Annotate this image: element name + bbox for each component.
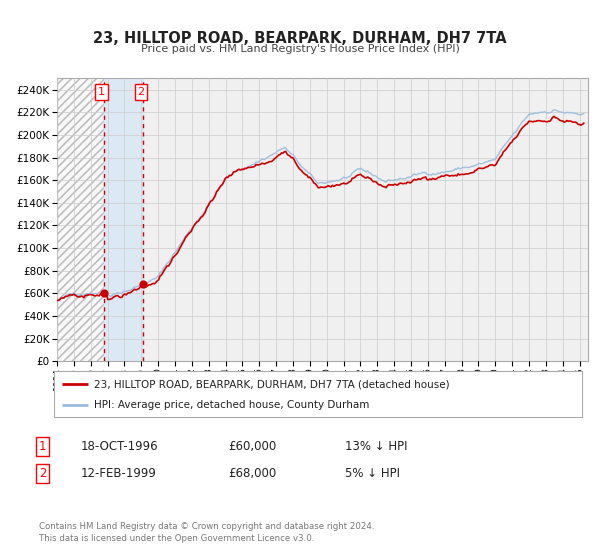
Point [139, 280, 148, 289]
Text: 2: 2 [39, 466, 47, 480]
Point [99, 289, 109, 298]
Text: 5% ↓ HPI: 5% ↓ HPI [345, 466, 400, 480]
Text: £68,000: £68,000 [228, 466, 276, 480]
Bar [57, 78, 104, 361]
Text: £60,000: £60,000 [228, 440, 276, 454]
Text: HPI: Average price, detached house, County Durham: HPI: Average price, detached house, Coun… [94, 400, 369, 410]
Text: 18-OCT-1996: 18-OCT-1996 [81, 440, 158, 454]
Text: 23, HILLTOP ROAD, BEARPARK, DURHAM, DH7 7TA: 23, HILLTOP ROAD, BEARPARK, DURHAM, DH7 … [93, 31, 507, 45]
Text: 13% ↓ HPI: 13% ↓ HPI [345, 440, 407, 454]
Text: 12-FEB-1999: 12-FEB-1999 [81, 466, 157, 480]
Text: 1: 1 [98, 87, 105, 97]
Bar [57, 78, 104, 361]
Text: 23, HILLTOP ROAD, BEARPARK, DURHAM, DH7 7TA (detached house): 23, HILLTOP ROAD, BEARPARK, DURHAM, DH7 … [94, 379, 449, 389]
Text: 1: 1 [39, 440, 47, 454]
Text: 2: 2 [137, 87, 145, 97]
Text: Contains HM Land Registry data © Crown copyright and database right 2024.
This d: Contains HM Land Registry data © Crown c… [39, 522, 374, 543]
Bar [104, 78, 143, 361]
Text: Price paid vs. HM Land Registry's House Price Index (HPI): Price paid vs. HM Land Registry's House … [140, 44, 460, 54]
Bar [57, 78, 104, 361]
